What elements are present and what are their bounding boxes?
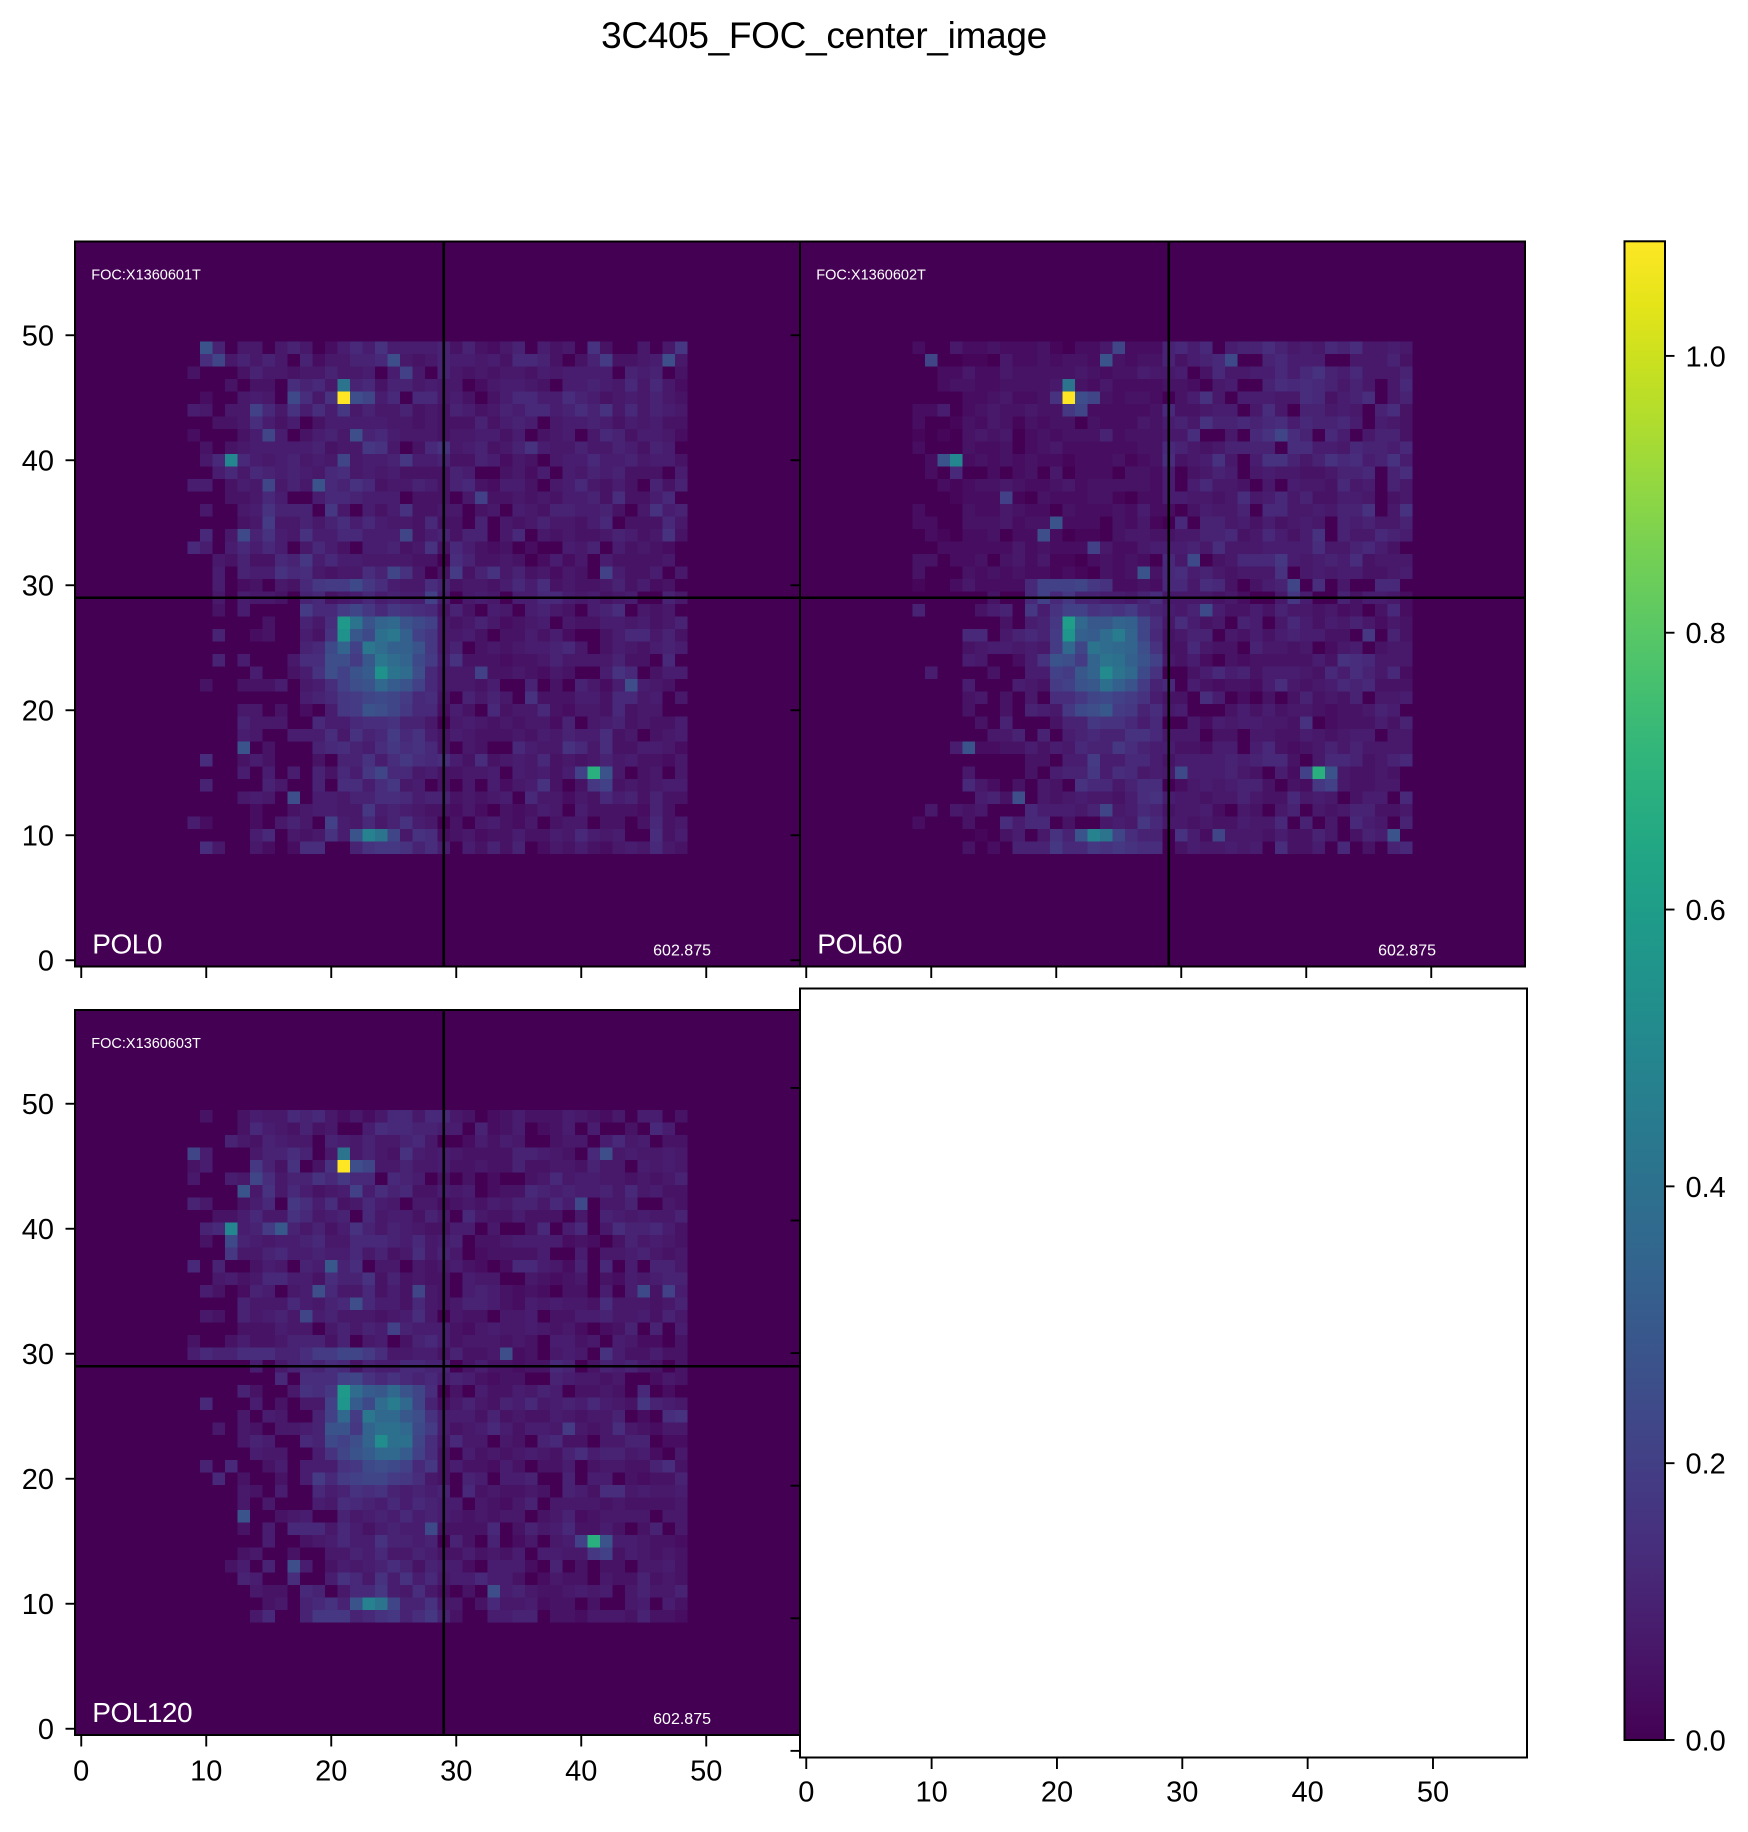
svg-text:0.4: 0.4: [1686, 1172, 1726, 1204]
svg-text:50: 50: [22, 1089, 54, 1121]
svg-text:40: 40: [1292, 1777, 1324, 1809]
svg-text:3C405_FOC_center_image: 3C405_FOC_center_image: [601, 15, 1047, 56]
svg-text:0: 0: [73, 1755, 89, 1787]
svg-text:POL60: POL60: [817, 929, 902, 960]
svg-text:0: 0: [38, 946, 54, 978]
svg-text:0.6: 0.6: [1686, 895, 1726, 927]
svg-text:50: 50: [1417, 1777, 1449, 1809]
svg-text:20: 20: [315, 1755, 347, 1787]
svg-text:FOC:X1360603T: FOC:X1360603T: [91, 1036, 201, 1052]
svg-text:20: 20: [22, 696, 54, 728]
svg-text:10: 10: [915, 1777, 947, 1809]
svg-text:50: 50: [690, 1755, 722, 1787]
svg-text:20: 20: [22, 1464, 54, 1496]
svg-text:30: 30: [22, 571, 54, 603]
svg-text:30: 30: [1166, 1777, 1198, 1809]
svg-text:10: 10: [190, 1755, 222, 1787]
svg-text:0.0: 0.0: [1686, 1725, 1726, 1757]
svg-text:POL0: POL0: [92, 929, 162, 960]
svg-text:602.875: 602.875: [1378, 942, 1436, 959]
svg-text:602.875: 602.875: [653, 942, 711, 959]
svg-text:10: 10: [22, 821, 54, 853]
svg-text:10: 10: [22, 1589, 54, 1621]
svg-text:0: 0: [38, 1714, 54, 1746]
svg-text:40: 40: [22, 1214, 54, 1246]
svg-text:602.875: 602.875: [653, 1711, 711, 1728]
svg-text:50: 50: [22, 321, 54, 353]
svg-text:POL120: POL120: [92, 1697, 192, 1728]
svg-text:30: 30: [22, 1339, 54, 1371]
svg-text:FOC:X1360601T: FOC:X1360601T: [91, 268, 201, 284]
svg-text:30: 30: [440, 1755, 472, 1787]
svg-text:40: 40: [565, 1755, 597, 1787]
svg-text:FOC:X1360602T: FOC:X1360602T: [816, 268, 926, 284]
svg-text:40: 40: [22, 446, 54, 478]
svg-text:1.0: 1.0: [1686, 341, 1726, 373]
svg-text:0: 0: [798, 1777, 814, 1809]
svg-text:0.2: 0.2: [1686, 1449, 1726, 1481]
svg-text:0.8: 0.8: [1686, 618, 1726, 650]
svg-text:20: 20: [1041, 1777, 1073, 1809]
